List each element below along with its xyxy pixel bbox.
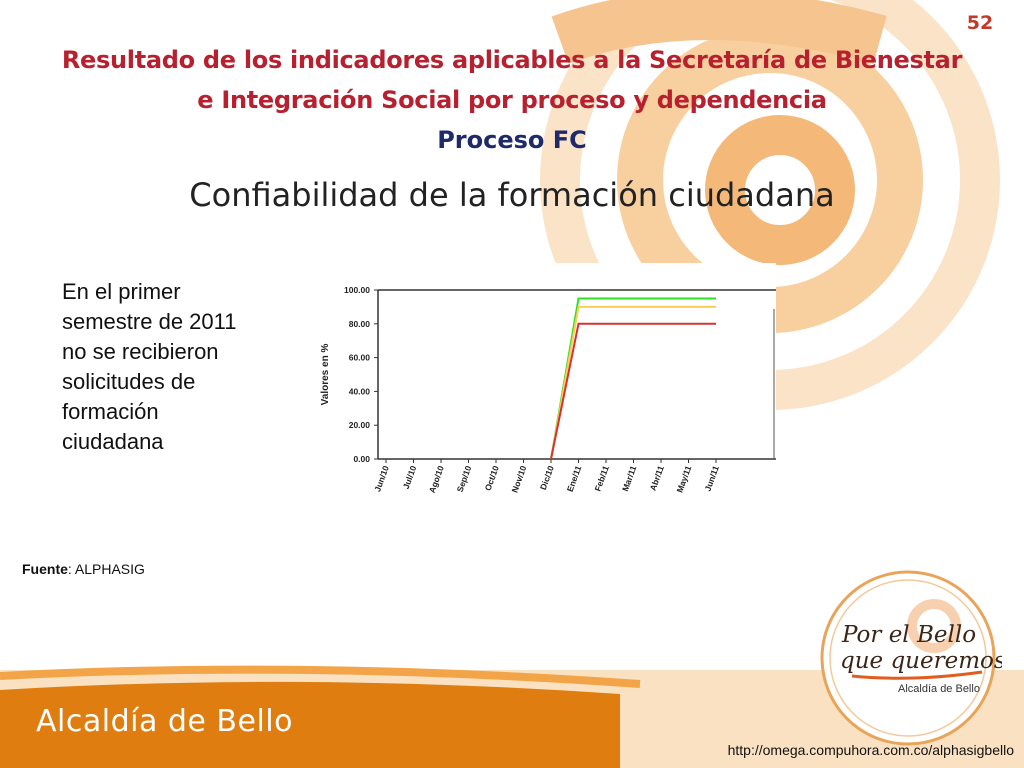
slide-subtitle: Proceso FC (437, 126, 587, 154)
x-tick-label: Nov/10 (509, 464, 528, 494)
y-tick-label: 100.00 (344, 285, 370, 295)
x-tick-label: Ago/10 (427, 464, 446, 494)
slide-title: Resultado de los indicadores aplicables … (61, 46, 963, 114)
x-tick-label: Oct/10 (483, 464, 501, 492)
x-tick-label: May/11 (674, 464, 693, 494)
logo-line2: que queremos (840, 648, 1002, 674)
x-tick-label: Abr/11 (648, 464, 666, 492)
source-value: : ALPHASIG (67, 561, 145, 577)
footer-org-name: Alcaldía de Bello (36, 704, 293, 739)
footer-url[interactable]: http://omega.compuhora.com.co/alphasigbe… (727, 742, 1014, 758)
y-tick-label: 20.00 (349, 420, 371, 430)
y-tick-label: 0.00 (353, 454, 370, 464)
y-tick-label: 80.00 (349, 319, 371, 329)
slide-number: 52 (966, 12, 994, 34)
x-tick-label: Feb/11 (592, 464, 611, 493)
series-line-3 (550, 322, 716, 460)
logo-caption: Alcaldía de Bello (898, 683, 980, 695)
source-label: Fuente (22, 561, 68, 577)
slide-heading: Confiabilidad de la formación ciudadana (189, 176, 835, 214)
x-tick-label: Mar/11 (620, 464, 639, 493)
chart-panel: 0.00 20.00 40.00 60.00 80.00 100.00 Valores en… (248, 263, 776, 503)
logo-line1: Por el Bello (841, 622, 976, 648)
x-tick-label: Dic/10 (538, 464, 556, 491)
series-line-2 (550, 305, 716, 460)
source-line: Fuente: ALPHASIG (22, 561, 145, 577)
series-line-1 (550, 297, 716, 460)
bello-logo: Por el Bello que queremos Alcaldía de Be… (820, 570, 1002, 746)
y-axis-label: Valores en % (320, 344, 331, 406)
y-tick-label: 40.00 (349, 386, 371, 396)
x-tick-label: Jun/10 (372, 464, 391, 493)
x-tick-label: Sep/10 (455, 464, 474, 493)
x-tick-label: Ene/11 (565, 464, 584, 493)
x-tick-label: Jul/10 (401, 464, 419, 490)
note-text: En el primer semestre de 2011 no se reci… (62, 279, 237, 454)
x-tick-label: Jun/11 (702, 464, 721, 493)
y-tick-label: 60.00 (349, 353, 371, 363)
indicator-line-chart: 0.00 20.00 40.00 60.00 80.00 100.00 Valores en… (320, 285, 776, 494)
footer-band (0, 681, 620, 768)
